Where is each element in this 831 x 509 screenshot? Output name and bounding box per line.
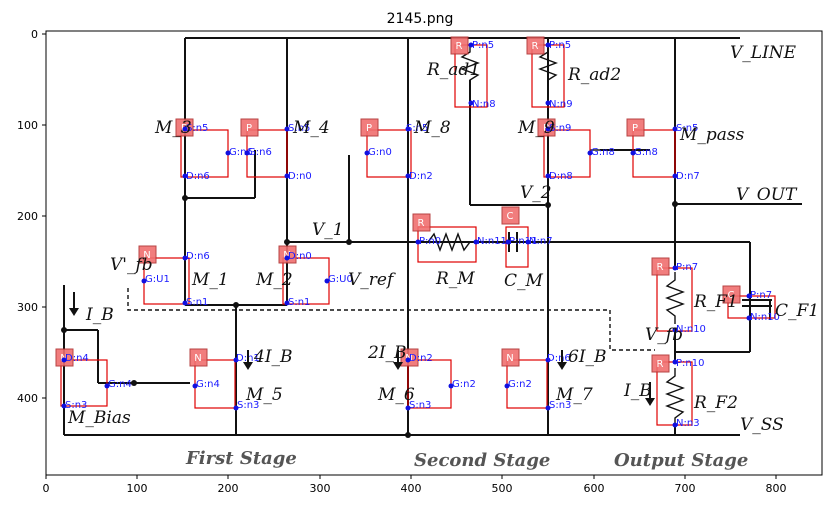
badge-type: R <box>456 41 463 52</box>
mbias-label: M_Bias <box>67 408 131 428</box>
x-tick-label: 700 <box>675 482 696 495</box>
pin-label: G:n8 <box>591 147 615 158</box>
pin-label: G:n4 <box>108 379 132 390</box>
rf1-label: R_F1 <box>693 292 738 312</box>
stage-captions: First Stage Second Stage Output Stage <box>185 448 748 471</box>
x-tick-label: 400 <box>401 482 422 495</box>
vfb-label: V_fb <box>645 325 683 345</box>
pin-label: P:n7 <box>750 290 772 301</box>
m8-label: M_8 <box>413 118 451 138</box>
rm-label: R_M <box>435 269 475 289</box>
m5-label: M_5 <box>245 385 283 405</box>
pin-label: G:n0 <box>368 147 392 158</box>
badge-type: P <box>366 123 372 134</box>
pin-label: S:n1 <box>288 297 310 308</box>
figure-title: 2145.png <box>387 11 454 27</box>
y-tick-label: 0 <box>31 28 38 41</box>
pin-label: N:n9 <box>549 99 573 110</box>
pin-label: P:n10 <box>676 358 704 369</box>
mpass-label: M_pass <box>679 125 745 145</box>
badge-type: R <box>657 262 664 273</box>
y-tick-label: 300 <box>17 301 38 314</box>
pin-label: G:n8 <box>634 147 658 158</box>
x-tick-label: 800 <box>766 482 787 495</box>
stage-label-second: Second Stage <box>414 450 550 471</box>
stage-label-first: First Stage <box>185 448 297 469</box>
v2-label: V_2 <box>520 183 552 203</box>
y-tick-label: 100 <box>17 119 38 132</box>
pin-label: G:n4 <box>196 379 220 390</box>
badge-type: R <box>657 359 664 370</box>
cf1-label: C_F1 <box>775 301 819 321</box>
badge-type: N <box>506 353 513 364</box>
rad2-label: R_ad2 <box>567 65 621 85</box>
pin-label: D:n4 <box>65 353 89 364</box>
x-tick-label: 600 <box>584 482 605 495</box>
pin-label: N:n3 <box>676 418 700 429</box>
pin-label: N:n7 <box>529 236 553 247</box>
x-tick-label: 100 <box>127 482 148 495</box>
pin-label: D:n6 <box>186 251 210 262</box>
v1-label: V_1 <box>312 220 344 240</box>
i6b-label: 6I_B <box>568 347 607 367</box>
pin-label: P:n7 <box>676 262 698 273</box>
pin-label: D:n0 <box>288 171 312 182</box>
pin-label: D:n2 <box>409 171 433 182</box>
rad1-label: R_ad1 <box>426 60 480 80</box>
badge-type: C <box>507 211 514 222</box>
vss-label: V_SS <box>740 415 784 435</box>
x-tick-label: 500 <box>492 482 513 495</box>
pin-label: G:n6 <box>248 147 272 158</box>
m4-label: M_4 <box>292 118 330 138</box>
pin-label: N:n11 <box>477 236 507 247</box>
pin-label: D:n6 <box>186 171 210 182</box>
pin-label: D:n7 <box>676 171 700 182</box>
pin-label: D:n2 <box>409 353 433 364</box>
m2-label: M_2 <box>255 270 293 290</box>
x-tick-label: 200 <box>218 482 239 495</box>
y-axis: 0 100 200 300 400 <box>17 28 46 405</box>
pin-label: D:n0 <box>288 251 312 262</box>
m7-label: M_7 <box>555 385 593 405</box>
rf2-label: R_F2 <box>693 393 738 413</box>
pin-label: S:n1 <box>186 297 208 308</box>
stage-label-output: Output Stage <box>614 450 748 471</box>
m3-label: M_3 <box>154 118 192 138</box>
pin-label: P:n5 <box>549 40 571 51</box>
badge-type: R <box>418 218 425 229</box>
m1-label: M_1 <box>191 270 229 290</box>
m6-label: M_6 <box>377 385 415 405</box>
pin-label: G:U1 <box>145 274 170 285</box>
x-axis: 0 100 200 300 400 500 600 700 800 <box>43 475 787 495</box>
pin-label: G:n2 <box>508 379 532 390</box>
pin-label: G:n2 <box>452 379 476 390</box>
vout-label: V_OUT <box>736 185 798 205</box>
cm-label: C_M <box>504 271 544 291</box>
y-tick-label: 400 <box>17 392 38 405</box>
i2b-label: 2I_B <box>367 343 407 363</box>
m9-label: M_9 <box>517 118 555 138</box>
badge-type: R <box>532 41 539 52</box>
x-tick-label: 300 <box>310 482 331 495</box>
pin-label: N:n8 <box>472 99 496 110</box>
pin-label: D:n8 <box>549 171 573 182</box>
vref-label: V_ref <box>348 270 396 290</box>
vfb-prime-label: V'_fb <box>110 255 153 275</box>
pin-label: P:n0 <box>419 236 441 247</box>
i4b-label: 4I_B <box>253 347 293 367</box>
vline-label: V_LINE <box>730 43 797 63</box>
ib-label: I_B <box>85 305 114 325</box>
badge-type: P <box>246 123 252 134</box>
x-tick-label: 0 <box>43 482 50 495</box>
y-tick-label: 200 <box>17 210 38 223</box>
badge-type: P <box>632 123 638 134</box>
badge-type: N <box>194 353 201 364</box>
pin-label: P:n5 <box>472 40 494 51</box>
